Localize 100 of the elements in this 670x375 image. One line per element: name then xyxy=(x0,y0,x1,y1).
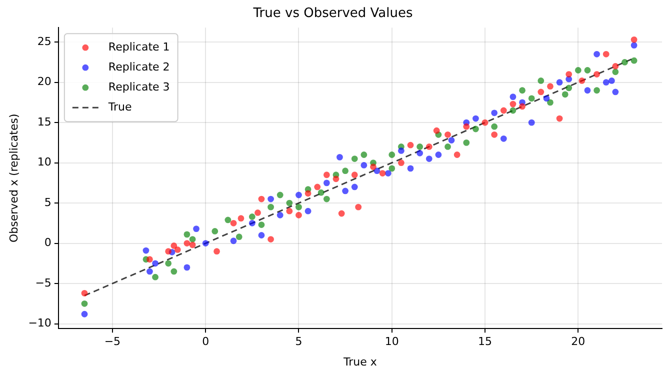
point xyxy=(258,222,265,228)
point xyxy=(578,78,586,84)
point xyxy=(407,142,414,148)
point xyxy=(165,260,172,267)
point xyxy=(528,119,535,126)
point xyxy=(472,126,479,132)
point xyxy=(594,50,600,58)
point xyxy=(519,87,526,94)
point xyxy=(574,67,582,74)
point xyxy=(426,144,432,150)
y-tick-label: 20 xyxy=(37,75,52,88)
point xyxy=(342,188,349,194)
point xyxy=(268,236,274,242)
point xyxy=(398,148,404,154)
point xyxy=(360,162,368,168)
point xyxy=(448,137,455,144)
point xyxy=(374,168,380,174)
x-tick-label: 0 xyxy=(202,335,210,348)
point xyxy=(146,256,153,263)
point xyxy=(602,79,610,86)
point xyxy=(379,170,386,176)
chart-title: True vs Observed Values xyxy=(252,6,413,22)
point xyxy=(276,192,284,198)
point xyxy=(355,204,362,210)
legend-label: Replicate 2 xyxy=(108,60,170,74)
point xyxy=(491,110,498,116)
y-tick-label: 15 xyxy=(37,115,52,128)
x-axis-title: True x xyxy=(342,355,378,368)
point xyxy=(165,248,172,255)
point xyxy=(170,268,178,275)
point xyxy=(202,240,209,246)
point xyxy=(230,238,237,244)
point xyxy=(81,290,88,296)
point xyxy=(248,214,256,220)
point xyxy=(296,192,302,198)
point xyxy=(184,240,190,246)
point xyxy=(336,154,343,160)
y-tick-label: 5 xyxy=(44,196,52,209)
point xyxy=(193,226,200,232)
point xyxy=(426,156,432,162)
y-tick-label: 0 xyxy=(44,236,52,250)
point xyxy=(351,184,358,190)
point xyxy=(594,71,600,78)
point xyxy=(562,91,568,98)
point xyxy=(491,131,498,138)
y-axis-title: Observed x (replicates) xyxy=(7,114,20,242)
point xyxy=(444,144,451,150)
point xyxy=(81,310,88,318)
point xyxy=(318,189,324,196)
point xyxy=(296,212,302,218)
point xyxy=(398,160,404,166)
point xyxy=(152,274,158,280)
point xyxy=(230,220,237,226)
point xyxy=(510,107,516,114)
point xyxy=(388,152,396,158)
point xyxy=(630,36,638,43)
point xyxy=(566,71,572,78)
legend-label: Replicate 1 xyxy=(108,40,170,54)
point xyxy=(538,88,544,96)
point xyxy=(258,232,265,238)
point xyxy=(612,63,619,70)
point xyxy=(594,87,600,94)
point xyxy=(258,196,265,202)
point xyxy=(286,208,293,214)
point xyxy=(510,94,516,100)
point xyxy=(323,172,330,178)
y-tick-label: −10 xyxy=(28,316,52,330)
point xyxy=(608,78,615,84)
point xyxy=(519,103,526,110)
point xyxy=(342,168,349,174)
point xyxy=(630,42,638,49)
point xyxy=(296,204,302,210)
point xyxy=(566,84,572,92)
legend-label: Replicate 3 xyxy=(108,80,170,94)
point xyxy=(224,216,232,224)
point xyxy=(248,220,256,226)
y-tick-label: 25 xyxy=(37,34,52,48)
point xyxy=(602,50,610,58)
point xyxy=(286,200,293,206)
point xyxy=(268,196,274,202)
point xyxy=(276,212,284,218)
point xyxy=(370,164,376,170)
point xyxy=(491,123,498,130)
point xyxy=(556,79,563,86)
point xyxy=(81,300,88,307)
point xyxy=(556,115,563,122)
point xyxy=(407,165,414,172)
point xyxy=(304,190,312,197)
x-tick-label: −5 xyxy=(104,335,121,348)
point xyxy=(547,99,554,106)
point xyxy=(189,236,196,242)
point xyxy=(500,135,507,142)
y-tick-label: −5 xyxy=(35,276,52,290)
point xyxy=(351,156,358,162)
point xyxy=(212,228,218,234)
point xyxy=(547,83,554,90)
point xyxy=(463,139,470,146)
point xyxy=(314,184,321,190)
point xyxy=(268,204,274,210)
point xyxy=(500,107,507,114)
